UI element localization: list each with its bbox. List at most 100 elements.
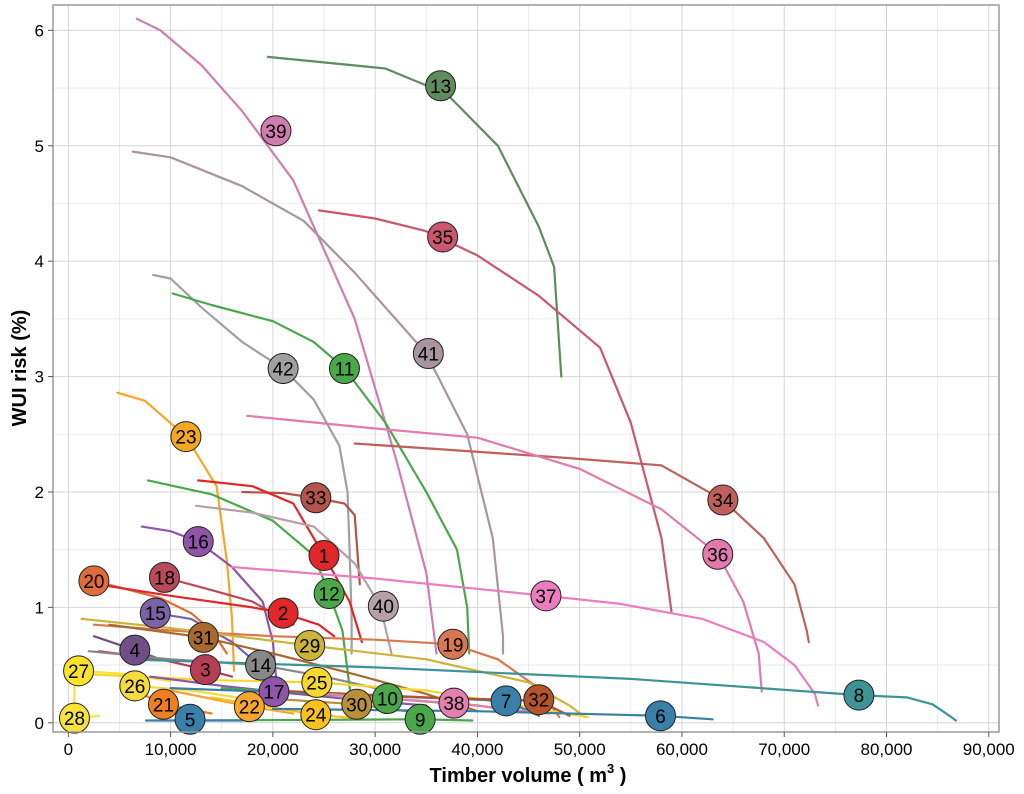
series-point-5: 5 (174, 703, 206, 735)
point-label: 6 (655, 707, 666, 728)
series-line-1 (197, 479, 363, 644)
point-marker (294, 629, 326, 661)
point-marker (58, 702, 90, 734)
point-label: 39 (265, 122, 286, 143)
series-point-11: 11 (328, 353, 360, 384)
point-label: 38 (443, 694, 464, 715)
x-tick-label: 90,000 (963, 740, 1015, 759)
point-marker (523, 684, 555, 716)
series-point-10: 10 (371, 683, 403, 715)
series-point-16: 16 (182, 526, 214, 558)
series-line-2 (95, 583, 336, 638)
series-point-42: 42 (267, 353, 299, 384)
x-axis-title-end: ) (614, 765, 626, 787)
y-axis-title: WUI risk (%) (9, 310, 31, 427)
point-label: 4 (130, 641, 141, 662)
series-point-15: 15 (139, 597, 171, 629)
series-line-23 (116, 391, 236, 672)
point-marker (267, 353, 299, 384)
series-line-36 (246, 414, 763, 693)
point-label: 17 (263, 683, 284, 704)
point-label: 7 (501, 692, 512, 713)
point-label: 34 (712, 491, 734, 512)
x-tick-label: 70,000 (758, 740, 810, 759)
series-line-37 (230, 565, 820, 707)
series-point-39: 39 (260, 115, 292, 147)
series-point-34: 34 (707, 484, 739, 516)
x-tick-label: 40,000 (451, 740, 503, 759)
plot-border (52, 4, 1000, 733)
series-point-33: 33 (300, 482, 332, 514)
point-label: 41 (418, 344, 439, 365)
series-line-42 (152, 273, 353, 655)
y-tick-label: 6 (35, 21, 44, 40)
x-axis-title-superscript: 3 (607, 761, 614, 776)
y-axis-ticks: 0 1 2 3 4 5 6 (35, 21, 53, 733)
series-point-37: 37 (530, 580, 562, 612)
series-point-18: 18 (148, 561, 180, 593)
series-point-6: 6 (644, 700, 676, 732)
point-marker (119, 634, 151, 666)
series-point-24: 24 (300, 699, 332, 731)
point-marker (148, 561, 180, 593)
point-label: 11 (335, 360, 355, 381)
series-point-22: 22 (233, 691, 265, 723)
x-axis-ticks: 0 10,000 20,000 30,000 40,000 50,000 60,000 70,… (64, 732, 1015, 759)
series-line-6 (271, 707, 714, 721)
point-label: 8 (854, 686, 865, 707)
point-label: 13 (430, 77, 451, 98)
point-marker (412, 337, 444, 369)
point-label: 16 (188, 533, 209, 554)
y-tick-label: 4 (35, 252, 44, 271)
point-label: 24 (305, 706, 327, 727)
point-label: 9 (415, 710, 426, 731)
series-point-4: 4 (119, 634, 151, 666)
point-marker (187, 621, 219, 653)
series-line-41 (131, 150, 505, 655)
x-tick-label: 50,000 (554, 740, 606, 759)
y-tick-label: 5 (35, 137, 44, 156)
point-marker (707, 484, 739, 516)
x-tick-label: 20,000 (247, 740, 299, 759)
point-label: 26 (124, 677, 145, 698)
series-point-17: 17 (258, 676, 290, 708)
point-marker (367, 590, 399, 622)
y-tick-label: 1 (35, 598, 44, 617)
point-marker (245, 649, 277, 681)
x-tick-label: 0 (64, 740, 73, 759)
point-marker (427, 221, 459, 253)
point-label: 19 (442, 635, 463, 656)
series-point-35: 35 (427, 221, 459, 253)
point-label: 20 (83, 572, 104, 593)
point-marker (308, 539, 340, 571)
point-marker (313, 578, 345, 610)
point-label: 35 (432, 228, 453, 249)
series-point-27: 27 (63, 655, 95, 687)
point-label: 25 (306, 673, 327, 694)
point-label: 27 (68, 662, 89, 683)
series-point-3: 3 (189, 654, 221, 686)
series-point-29: 29 (294, 629, 326, 661)
point-marker (189, 654, 221, 686)
series-point-32: 32 (523, 684, 555, 716)
point-marker (490, 685, 522, 717)
point-marker (341, 688, 373, 720)
point-marker (404, 703, 436, 735)
series-point-12: 12 (313, 578, 345, 610)
series-line-35 (317, 209, 673, 615)
point-label: 21 (153, 695, 174, 716)
point-label: 12 (319, 585, 340, 606)
point-label: 42 (273, 360, 294, 381)
point-label: 37 (535, 587, 556, 608)
point-marker (301, 666, 333, 698)
point-marker (644, 700, 676, 732)
series-point-36: 36 (702, 538, 734, 570)
point-marker (78, 565, 110, 597)
point-marker (437, 628, 469, 660)
point-marker (182, 526, 214, 558)
point-marker (170, 421, 202, 453)
point-marker (843, 679, 875, 711)
series-point-1: 1 (308, 539, 340, 571)
